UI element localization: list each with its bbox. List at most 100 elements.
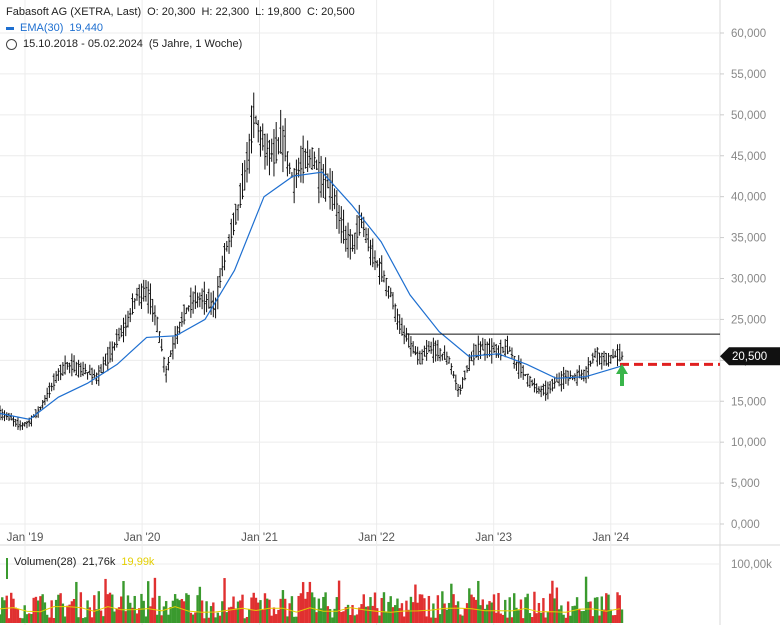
y-tick-label: 55,000 [731, 69, 766, 81]
volume-bar [30, 613, 33, 623]
volume-bar [571, 606, 574, 623]
period-range: 15.10.2018 - 05.02.2024 [23, 38, 143, 50]
volume-bar [185, 593, 188, 623]
volume-bar [259, 600, 262, 623]
volume-bar [158, 595, 161, 623]
volume-bar [405, 600, 408, 623]
volume-bar [7, 618, 11, 623]
volume-bar [70, 601, 74, 623]
volume-bar [607, 594, 610, 623]
y-tick-label: 5,000 [731, 478, 760, 490]
volume-bar [84, 617, 87, 623]
volume-bar [48, 617, 51, 623]
volume-bar [203, 618, 206, 623]
volume-bar [317, 598, 321, 623]
volume-bar [27, 613, 31, 623]
volume-bar [492, 594, 496, 623]
volume-bar [153, 577, 157, 623]
volume-bar [490, 602, 493, 623]
ema-line [0, 171, 626, 420]
volume-bar [1, 597, 4, 623]
volume-bar [77, 617, 80, 623]
volume-bar [355, 614, 359, 623]
volume-bar [266, 598, 269, 623]
volume-bar [16, 608, 20, 623]
volume-bar [335, 597, 339, 623]
volume-bar [400, 603, 404, 623]
ema-label: EMA(30) [20, 22, 64, 34]
x-tick-label: Jan '19 [7, 532, 44, 544]
volume-bar [483, 608, 487, 623]
volume-bar [398, 608, 401, 623]
volume-bar [539, 612, 543, 623]
volume-bar [178, 600, 181, 623]
volume-bar [310, 592, 314, 623]
volume-bar [468, 588, 471, 623]
volume-bar [533, 591, 536, 623]
volume-average-line [0, 606, 620, 613]
volume-bar [223, 578, 226, 623]
volume-bar [241, 594, 244, 623]
volume-bar [252, 592, 255, 623]
volume-bar [180, 598, 184, 623]
x-tick-label: Jan '23 [475, 532, 512, 544]
volume-bar [611, 615, 615, 623]
volume-bar [605, 593, 608, 623]
volume-bar [418, 594, 422, 623]
volume-bar [477, 580, 480, 623]
volume-bar [319, 608, 323, 623]
volume-bar [506, 617, 509, 623]
volume-bar [23, 605, 26, 623]
x-tick-label: Jan '24 [592, 532, 629, 544]
volume-bar [364, 606, 368, 623]
volume-bar [450, 583, 453, 623]
close-value: C: 20,500 [307, 6, 355, 18]
volume-bar [277, 609, 280, 623]
volume-bar [331, 617, 334, 623]
volume-bar [227, 607, 231, 623]
volume-bar [104, 578, 107, 623]
volume-bar [445, 609, 449, 623]
volume-bar [589, 601, 592, 623]
volume-bar [409, 596, 413, 623]
volume-bar [416, 602, 419, 623]
volume-bar [162, 606, 166, 623]
volume-bar [196, 595, 199, 623]
volume-bar [68, 604, 71, 623]
volume-bar [315, 612, 318, 623]
volume-bar [261, 609, 264, 623]
volume-bar [602, 609, 606, 623]
volume-bar [171, 600, 175, 623]
volume-bar [286, 616, 289, 623]
volume-bar [402, 616, 406, 623]
volume-bar [297, 595, 300, 623]
volume-bar [52, 618, 56, 623]
volume-bar [138, 608, 141, 623]
volume-bar [580, 611, 583, 623]
volume-bar [362, 594, 365, 623]
y-tick-label: 40,000 [731, 192, 766, 204]
volume-bar [555, 587, 559, 623]
y-tick-label: 45,000 [731, 151, 766, 163]
volume-bar [14, 607, 17, 623]
volume-bar [584, 576, 588, 623]
volume-bar [349, 614, 352, 623]
volume-bar [283, 598, 287, 623]
volume-bar [328, 609, 332, 623]
volume-bar [41, 594, 44, 623]
volume-bar [274, 614, 278, 623]
volume-bar [367, 606, 370, 623]
volume-bar [517, 610, 520, 623]
volume-bar [50, 600, 53, 623]
volume-bar [25, 614, 29, 623]
volume-bar [88, 607, 92, 623]
ema-legend[interactable]: EMA(30) 19,440 [6, 22, 103, 34]
volume-bar [191, 614, 195, 623]
volume-bar [221, 601, 224, 623]
volume-bar [508, 597, 511, 623]
volume-icon [6, 557, 8, 579]
high-value: H: 22,300 [201, 6, 250, 18]
volume-legend[interactable]: Volumen(28) 21,76k 19,99k [6, 556, 154, 579]
volume-bar [454, 605, 458, 623]
volume-bar [279, 598, 282, 623]
